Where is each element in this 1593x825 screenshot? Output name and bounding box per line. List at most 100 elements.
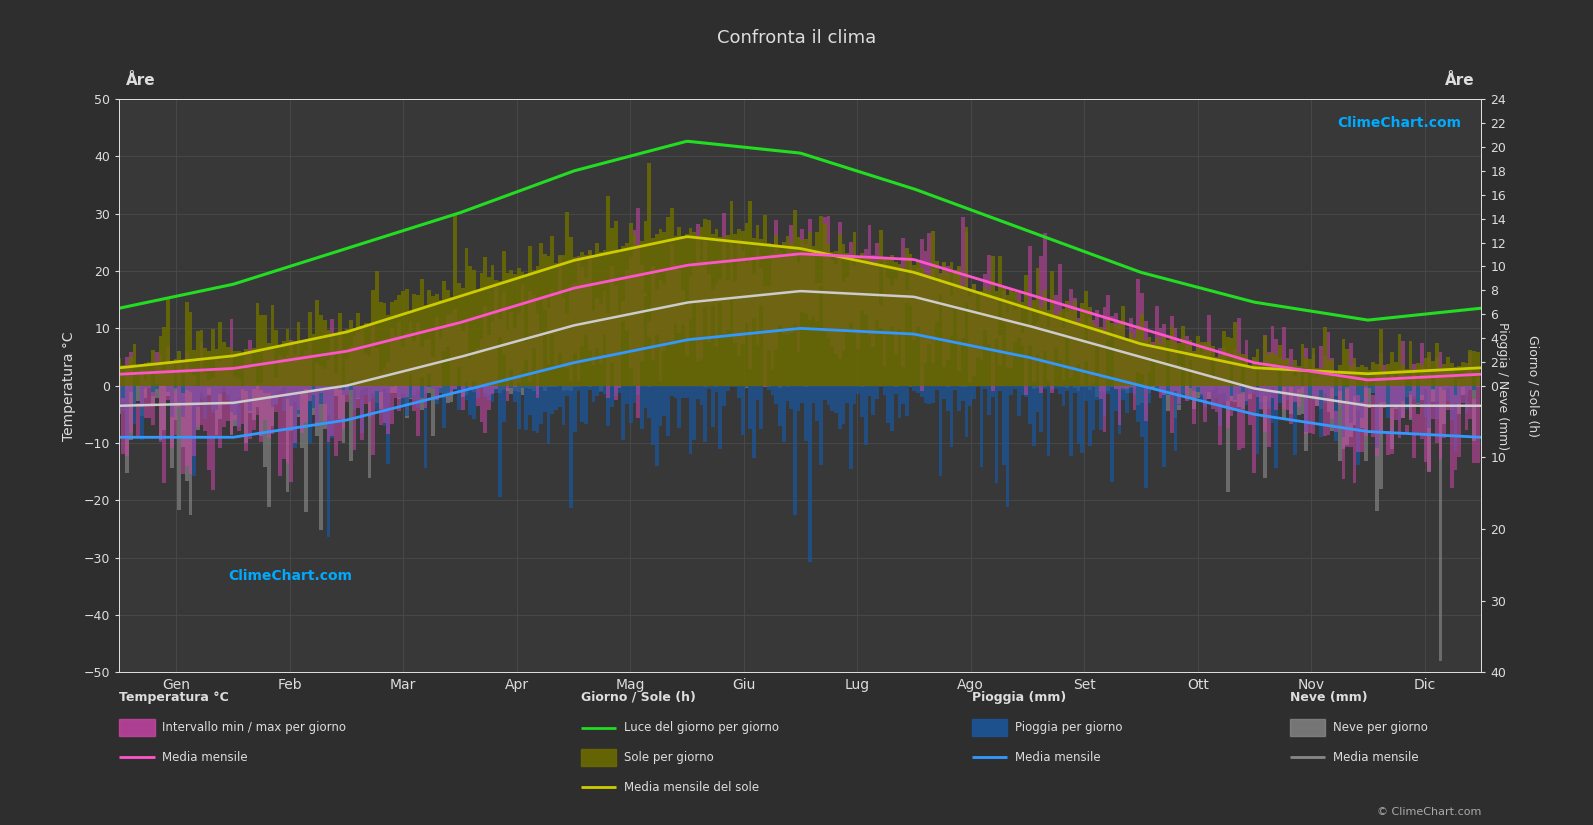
Bar: [1375, 386, 1380, 449]
Bar: [357, 386, 360, 398]
Bar: [421, 279, 424, 386]
Bar: [916, 260, 919, 386]
Bar: [730, 242, 733, 299]
Bar: [1319, 346, 1322, 390]
Bar: [1099, 386, 1102, 430]
Bar: [255, 386, 260, 407]
Bar: [696, 386, 699, 398]
Bar: [961, 217, 965, 338]
Bar: [346, 386, 349, 394]
Bar: [602, 291, 607, 335]
Bar: [494, 280, 499, 386]
Bar: [427, 386, 432, 394]
Bar: [1005, 295, 1010, 386]
Bar: [338, 386, 341, 389]
Bar: [260, 386, 263, 390]
Bar: [969, 296, 972, 384]
Bar: [771, 386, 774, 395]
Bar: [121, 386, 126, 411]
Bar: [946, 266, 949, 361]
Bar: [632, 234, 636, 386]
Bar: [1222, 386, 1227, 403]
Bar: [883, 257, 886, 386]
Bar: [1055, 386, 1058, 389]
Bar: [927, 233, 930, 344]
Bar: [819, 216, 824, 386]
Bar: [1233, 386, 1238, 403]
Bar: [573, 386, 577, 432]
Bar: [1391, 386, 1394, 449]
Bar: [129, 357, 132, 386]
Bar: [796, 237, 801, 386]
Bar: [1085, 343, 1088, 361]
Bar: [755, 248, 760, 345]
Bar: [554, 386, 558, 387]
Bar: [352, 336, 357, 450]
Bar: [1047, 309, 1050, 386]
Bar: [1252, 386, 1255, 388]
Bar: [460, 386, 465, 390]
Bar: [618, 313, 621, 388]
Bar: [663, 233, 666, 386]
Bar: [346, 386, 349, 395]
Bar: [577, 256, 580, 381]
Bar: [733, 234, 738, 386]
Bar: [1431, 386, 1435, 403]
Bar: [1099, 386, 1102, 391]
Bar: [1241, 354, 1244, 386]
Bar: [1129, 386, 1133, 388]
Bar: [260, 383, 263, 442]
Bar: [304, 351, 307, 422]
Bar: [249, 386, 252, 413]
Bar: [1032, 386, 1035, 389]
Bar: [588, 250, 591, 386]
Bar: [527, 386, 532, 389]
Bar: [268, 386, 271, 393]
Bar: [1333, 372, 1338, 386]
Bar: [744, 223, 749, 386]
Bar: [438, 338, 443, 389]
Bar: [1464, 366, 1469, 430]
Bar: [1099, 329, 1102, 399]
Bar: [413, 294, 416, 386]
Bar: [398, 386, 401, 398]
Bar: [1215, 359, 1219, 386]
Bar: [1061, 309, 1066, 386]
Bar: [1372, 362, 1375, 386]
Bar: [1085, 291, 1088, 386]
Bar: [1427, 386, 1431, 428]
Bar: [132, 344, 137, 386]
Bar: [1069, 290, 1074, 378]
Bar: [830, 260, 835, 347]
Bar: [1180, 386, 1185, 396]
Bar: [1121, 386, 1125, 400]
Bar: [233, 351, 237, 386]
Bar: [1141, 293, 1144, 374]
Bar: [607, 196, 610, 386]
Bar: [666, 272, 671, 342]
Bar: [1330, 386, 1333, 388]
Bar: [199, 342, 204, 425]
Bar: [249, 386, 252, 411]
Bar: [905, 386, 908, 416]
Bar: [1383, 386, 1386, 402]
Bar: [1207, 342, 1211, 386]
Bar: [1238, 318, 1241, 450]
Bar: [401, 386, 405, 394]
Bar: [1327, 359, 1330, 386]
Bar: [446, 386, 449, 396]
Bar: [535, 266, 540, 386]
Bar: [1419, 365, 1424, 386]
Bar: [1166, 386, 1169, 411]
Bar: [268, 346, 271, 438]
Bar: [730, 200, 733, 386]
Bar: [890, 386, 894, 431]
Bar: [1158, 386, 1163, 390]
Bar: [1286, 386, 1289, 400]
Bar: [233, 386, 237, 415]
Bar: [685, 304, 688, 356]
Bar: [1341, 339, 1344, 386]
Bar: [902, 270, 905, 386]
Bar: [827, 386, 830, 405]
Bar: [1260, 386, 1263, 410]
